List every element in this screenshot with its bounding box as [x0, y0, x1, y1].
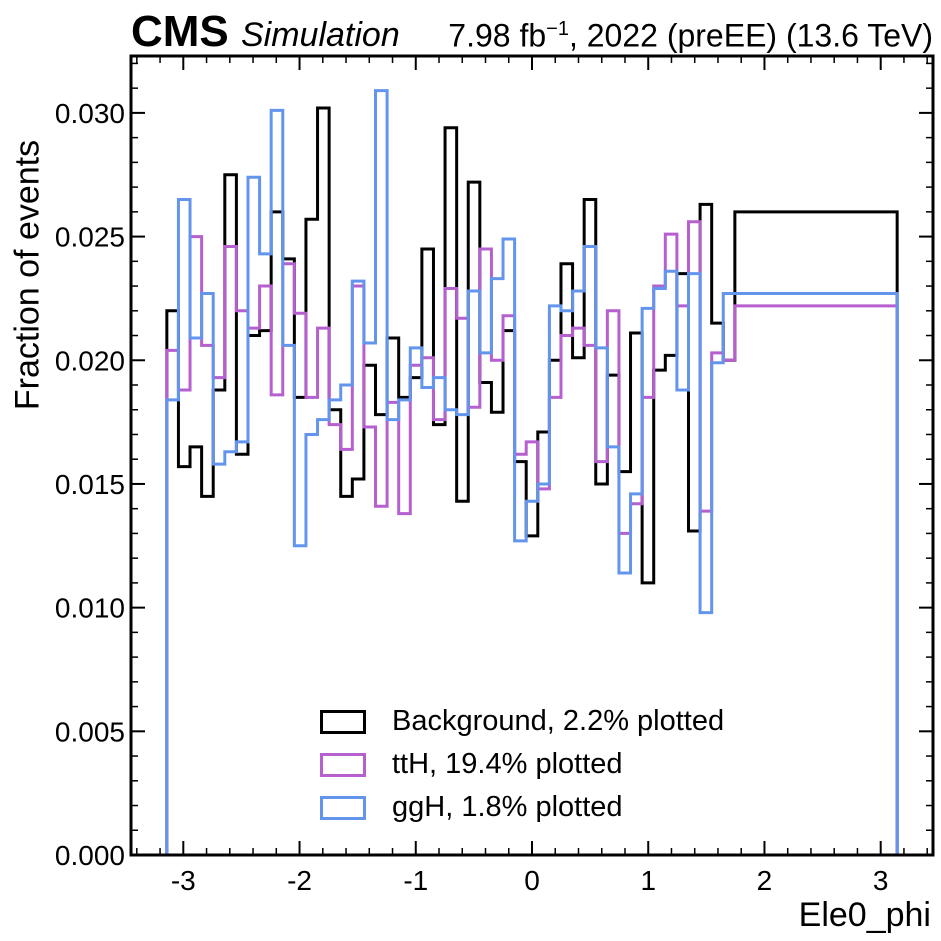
plot-header: CMS Simulation 7.98 fb−1, 2022 (preEE) (… — [131, 8, 933, 56]
y-axis-label: Fraction of events — [8, 139, 47, 411]
y-tick-label: 0.000 — [55, 840, 125, 871]
y-tick-label: 0.015 — [55, 469, 125, 500]
y-tick-label: 0.005 — [55, 716, 125, 747]
legend-swatch-ggh — [320, 795, 366, 820]
x-tick-label: 2 — [757, 865, 773, 896]
series-line-1 — [165, 220, 899, 855]
y-tick-label: 0.020 — [55, 345, 125, 376]
x-tick-label: -3 — [171, 865, 196, 896]
experiment-label: CMS — [131, 7, 229, 56]
x-tick-label: 3 — [873, 865, 889, 896]
x-tick-label: -2 — [287, 865, 312, 896]
x-tick-label: 1 — [640, 865, 656, 896]
x-tick-label: -1 — [403, 865, 428, 896]
y-tick-label: 0.025 — [55, 222, 125, 253]
legend-item-background: Background, 2.2% plotted — [320, 700, 724, 743]
y-tick-label: 0.010 — [55, 593, 125, 624]
x-axis-label: Ele0_phi — [798, 896, 931, 934]
legend-swatch-tth — [320, 752, 366, 777]
legend-item-tth: ttH, 19.4% plotted — [320, 743, 724, 786]
luminosity-label: 7.98 fb−1, 2022 (preEE) (13.6 TeV) — [448, 18, 933, 54]
status-label: Simulation — [241, 16, 400, 54]
legend: Background, 2.2% plotted ttH, 19.4% plot… — [320, 700, 724, 829]
legend-swatch-background — [320, 709, 366, 734]
y-tick-label: 0.030 — [55, 98, 125, 129]
legend-item-ggh: ggH, 1.8% plotted — [320, 786, 724, 829]
x-tick-label: 0 — [524, 865, 540, 896]
series-line-2 — [165, 89, 899, 855]
